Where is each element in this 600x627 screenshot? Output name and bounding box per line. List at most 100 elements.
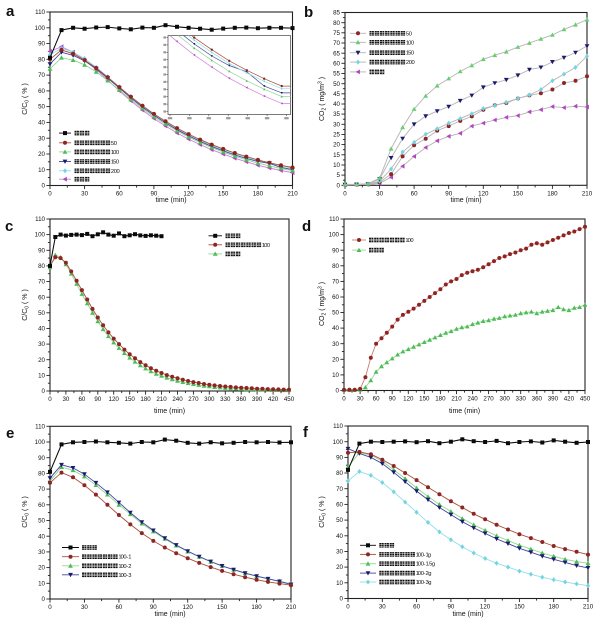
svg-text:100: 100 xyxy=(329,232,340,239)
svg-text:0: 0 xyxy=(42,596,46,603)
svg-text:2: 2 xyxy=(128,564,131,570)
svg-text:150: 150 xyxy=(217,604,228,611)
svg-text:80: 80 xyxy=(38,263,45,270)
svg-text:20: 20 xyxy=(336,564,343,571)
svg-text:60: 60 xyxy=(413,604,420,611)
svg-text:240: 240 xyxy=(172,396,183,403)
svg-text:1: 1 xyxy=(406,40,409,46)
svg-text:55: 55 xyxy=(333,71,340,78)
svg-text:150: 150 xyxy=(218,191,229,198)
svg-text:50: 50 xyxy=(38,310,45,317)
svg-text:-: - xyxy=(424,580,426,586)
svg-text:40: 40 xyxy=(38,533,45,540)
svg-text:2: 2 xyxy=(406,60,409,66)
svg-text:1: 1 xyxy=(118,564,121,570)
svg-text:30: 30 xyxy=(62,396,69,403)
svg-text:5: 5 xyxy=(408,51,411,57)
svg-text:50: 50 xyxy=(38,104,45,111)
svg-text:150: 150 xyxy=(125,396,136,403)
svg-text:0: 0 xyxy=(409,31,412,37)
svg-text:10: 10 xyxy=(38,373,45,380)
svg-text:75: 75 xyxy=(333,30,340,37)
svg-text:180: 180 xyxy=(549,604,560,611)
svg-text:90: 90 xyxy=(150,191,157,198)
svg-text:0: 0 xyxy=(409,60,412,66)
svg-text:20: 20 xyxy=(333,142,340,149)
svg-text:30: 30 xyxy=(38,135,45,142)
svg-text:a: a xyxy=(6,3,15,20)
svg-text:0: 0 xyxy=(411,40,414,46)
svg-text:450: 450 xyxy=(580,396,591,403)
svg-text:0: 0 xyxy=(114,141,117,147)
svg-text:50: 50 xyxy=(38,518,45,525)
svg-text:50: 50 xyxy=(332,310,339,317)
svg-text:d: d xyxy=(302,218,311,235)
svg-text:0: 0 xyxy=(418,580,421,586)
svg-text:270: 270 xyxy=(483,396,494,403)
svg-text:0: 0 xyxy=(343,191,347,198)
svg-text:90: 90 xyxy=(38,247,45,254)
svg-text:-: - xyxy=(424,552,426,558)
svg-text:70: 70 xyxy=(336,486,343,493)
svg-text:210: 210 xyxy=(451,396,462,403)
svg-text:100: 100 xyxy=(333,439,344,446)
svg-text:70: 70 xyxy=(333,40,340,47)
svg-text:1: 1 xyxy=(416,571,419,577)
svg-text:120: 120 xyxy=(109,396,120,403)
svg-text:210: 210 xyxy=(583,604,594,611)
svg-text:30: 30 xyxy=(376,191,383,198)
svg-text:CO2 ( mg/m3 ): CO2 ( mg/m3 ) xyxy=(317,77,327,121)
svg-text:300: 300 xyxy=(204,396,215,403)
svg-text:60: 60 xyxy=(411,191,418,198)
svg-text:80: 80 xyxy=(38,471,45,478)
svg-text:0: 0 xyxy=(411,51,414,57)
svg-text:110: 110 xyxy=(333,423,343,430)
svg-text:70: 70 xyxy=(38,72,45,79)
svg-text:150: 150 xyxy=(419,396,430,403)
svg-text:10: 10 xyxy=(332,372,339,379)
svg-text:65: 65 xyxy=(333,50,340,57)
svg-text:40: 40 xyxy=(38,326,45,333)
svg-text:50: 50 xyxy=(336,517,343,524)
svg-text:5: 5 xyxy=(111,141,114,147)
svg-text:40: 40 xyxy=(38,120,45,127)
svg-text:150: 150 xyxy=(513,191,524,198)
svg-text:3: 3 xyxy=(426,580,429,586)
svg-text:0: 0 xyxy=(267,243,270,249)
svg-text:210: 210 xyxy=(582,191,593,198)
svg-text:1: 1 xyxy=(426,562,429,568)
svg-text:80: 80 xyxy=(38,56,45,63)
svg-text:0: 0 xyxy=(48,604,52,611)
svg-text:0: 0 xyxy=(121,573,124,579)
svg-text:5: 5 xyxy=(337,172,341,179)
svg-text:c: c xyxy=(5,218,13,235)
svg-text:0: 0 xyxy=(418,571,421,577)
svg-text:1: 1 xyxy=(118,555,121,561)
svg-text:60: 60 xyxy=(38,88,45,95)
svg-text:40: 40 xyxy=(333,101,340,108)
svg-text:0: 0 xyxy=(48,191,52,198)
svg-text:100: 100 xyxy=(35,439,46,446)
svg-text:10: 10 xyxy=(38,580,45,587)
svg-text:0: 0 xyxy=(123,555,126,561)
svg-text:-: - xyxy=(126,555,128,561)
svg-text:1: 1 xyxy=(416,580,419,586)
svg-text:g: g xyxy=(432,562,435,568)
svg-text:time (min): time (min) xyxy=(452,611,483,618)
svg-text:90: 90 xyxy=(150,604,157,611)
svg-text:0: 0 xyxy=(121,564,124,570)
svg-text:10: 10 xyxy=(336,580,343,587)
svg-text:C/C0 ( % ): C/C0 ( % ) xyxy=(22,496,30,528)
svg-text:90: 90 xyxy=(389,396,396,403)
svg-text:b: b xyxy=(304,4,313,21)
svg-text:5: 5 xyxy=(429,562,432,568)
svg-text:1: 1 xyxy=(262,243,265,249)
svg-text:0: 0 xyxy=(114,169,117,175)
svg-text:450: 450 xyxy=(284,396,295,403)
svg-text:g: g xyxy=(428,580,431,586)
svg-text:120: 120 xyxy=(183,604,194,611)
svg-text:0: 0 xyxy=(408,40,411,46)
svg-text:300: 300 xyxy=(500,396,511,403)
svg-text:time (min): time (min) xyxy=(154,408,185,415)
svg-text:70: 70 xyxy=(38,486,45,493)
